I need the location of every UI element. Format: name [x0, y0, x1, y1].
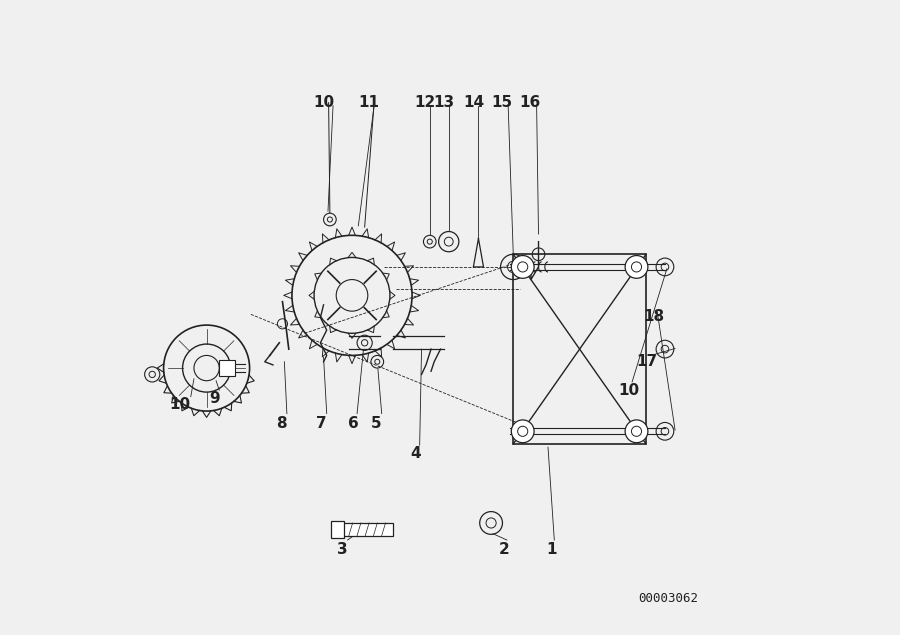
Text: 7: 7: [316, 416, 327, 431]
Bar: [220, 361, 235, 376]
Bar: [331, 521, 344, 537]
Text: 1: 1: [546, 542, 556, 557]
Text: 2: 2: [499, 542, 509, 557]
Text: 12: 12: [414, 95, 436, 110]
Text: 5: 5: [371, 416, 382, 431]
Bar: [513, 254, 646, 444]
Text: 10: 10: [618, 384, 640, 398]
Text: 9: 9: [210, 391, 220, 406]
Text: 8: 8: [276, 416, 286, 431]
Text: 10: 10: [313, 95, 334, 110]
Text: 17: 17: [636, 354, 658, 370]
Text: 00003062: 00003062: [638, 592, 698, 605]
Circle shape: [511, 255, 534, 278]
Text: 6: 6: [348, 416, 358, 431]
Text: 11: 11: [358, 95, 379, 110]
Text: 10: 10: [169, 398, 191, 412]
Text: 15: 15: [491, 95, 512, 110]
Text: 3: 3: [338, 542, 347, 557]
Circle shape: [626, 420, 648, 443]
Circle shape: [511, 420, 534, 443]
Text: 14: 14: [463, 95, 484, 110]
Text: 4: 4: [410, 446, 420, 461]
Text: 16: 16: [519, 95, 541, 110]
Circle shape: [626, 255, 648, 278]
Text: 18: 18: [643, 309, 664, 324]
Text: 13: 13: [433, 95, 454, 110]
Bar: [343, 523, 393, 535]
